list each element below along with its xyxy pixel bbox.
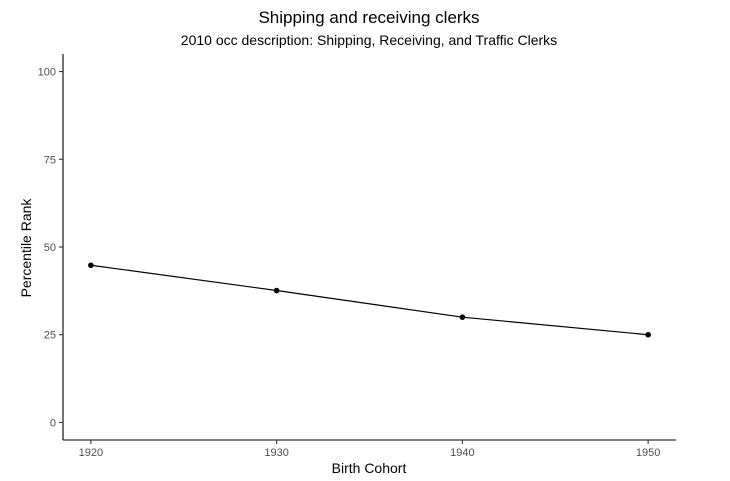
y-axis-title: Percentile Rank <box>18 198 34 298</box>
y-tick-label: 100 <box>38 67 56 79</box>
y-tick-label: 50 <box>44 242 56 254</box>
y-tick-label: 25 <box>44 330 56 342</box>
data-point <box>88 262 94 269</box>
x-tick-label: 1940 <box>450 447 474 459</box>
x-tick-label: 1950 <box>636 447 660 459</box>
x-tick-label: 1930 <box>264 447 288 459</box>
data-point <box>645 331 651 338</box>
x-tick-label: 1920 <box>79 447 103 459</box>
y-tick-label: 0 <box>50 417 56 429</box>
data-point <box>459 314 466 320</box>
x-axis-ticks: 1920 1930 1940 1950 <box>79 440 660 459</box>
y-axis-ticks: 0 25 50 75 100 <box>38 67 63 429</box>
series-line <box>90 264 649 336</box>
y-tick-label: 75 <box>44 154 56 166</box>
chart-title: Shipping and receiving clerks <box>258 8 479 27</box>
x-axis-title: Birth Cohort <box>332 460 407 476</box>
series-group <box>88 262 651 338</box>
data-point <box>273 287 280 294</box>
chart-subtitle: 2010 occ description: Shipping, Receivin… <box>181 32 557 48</box>
